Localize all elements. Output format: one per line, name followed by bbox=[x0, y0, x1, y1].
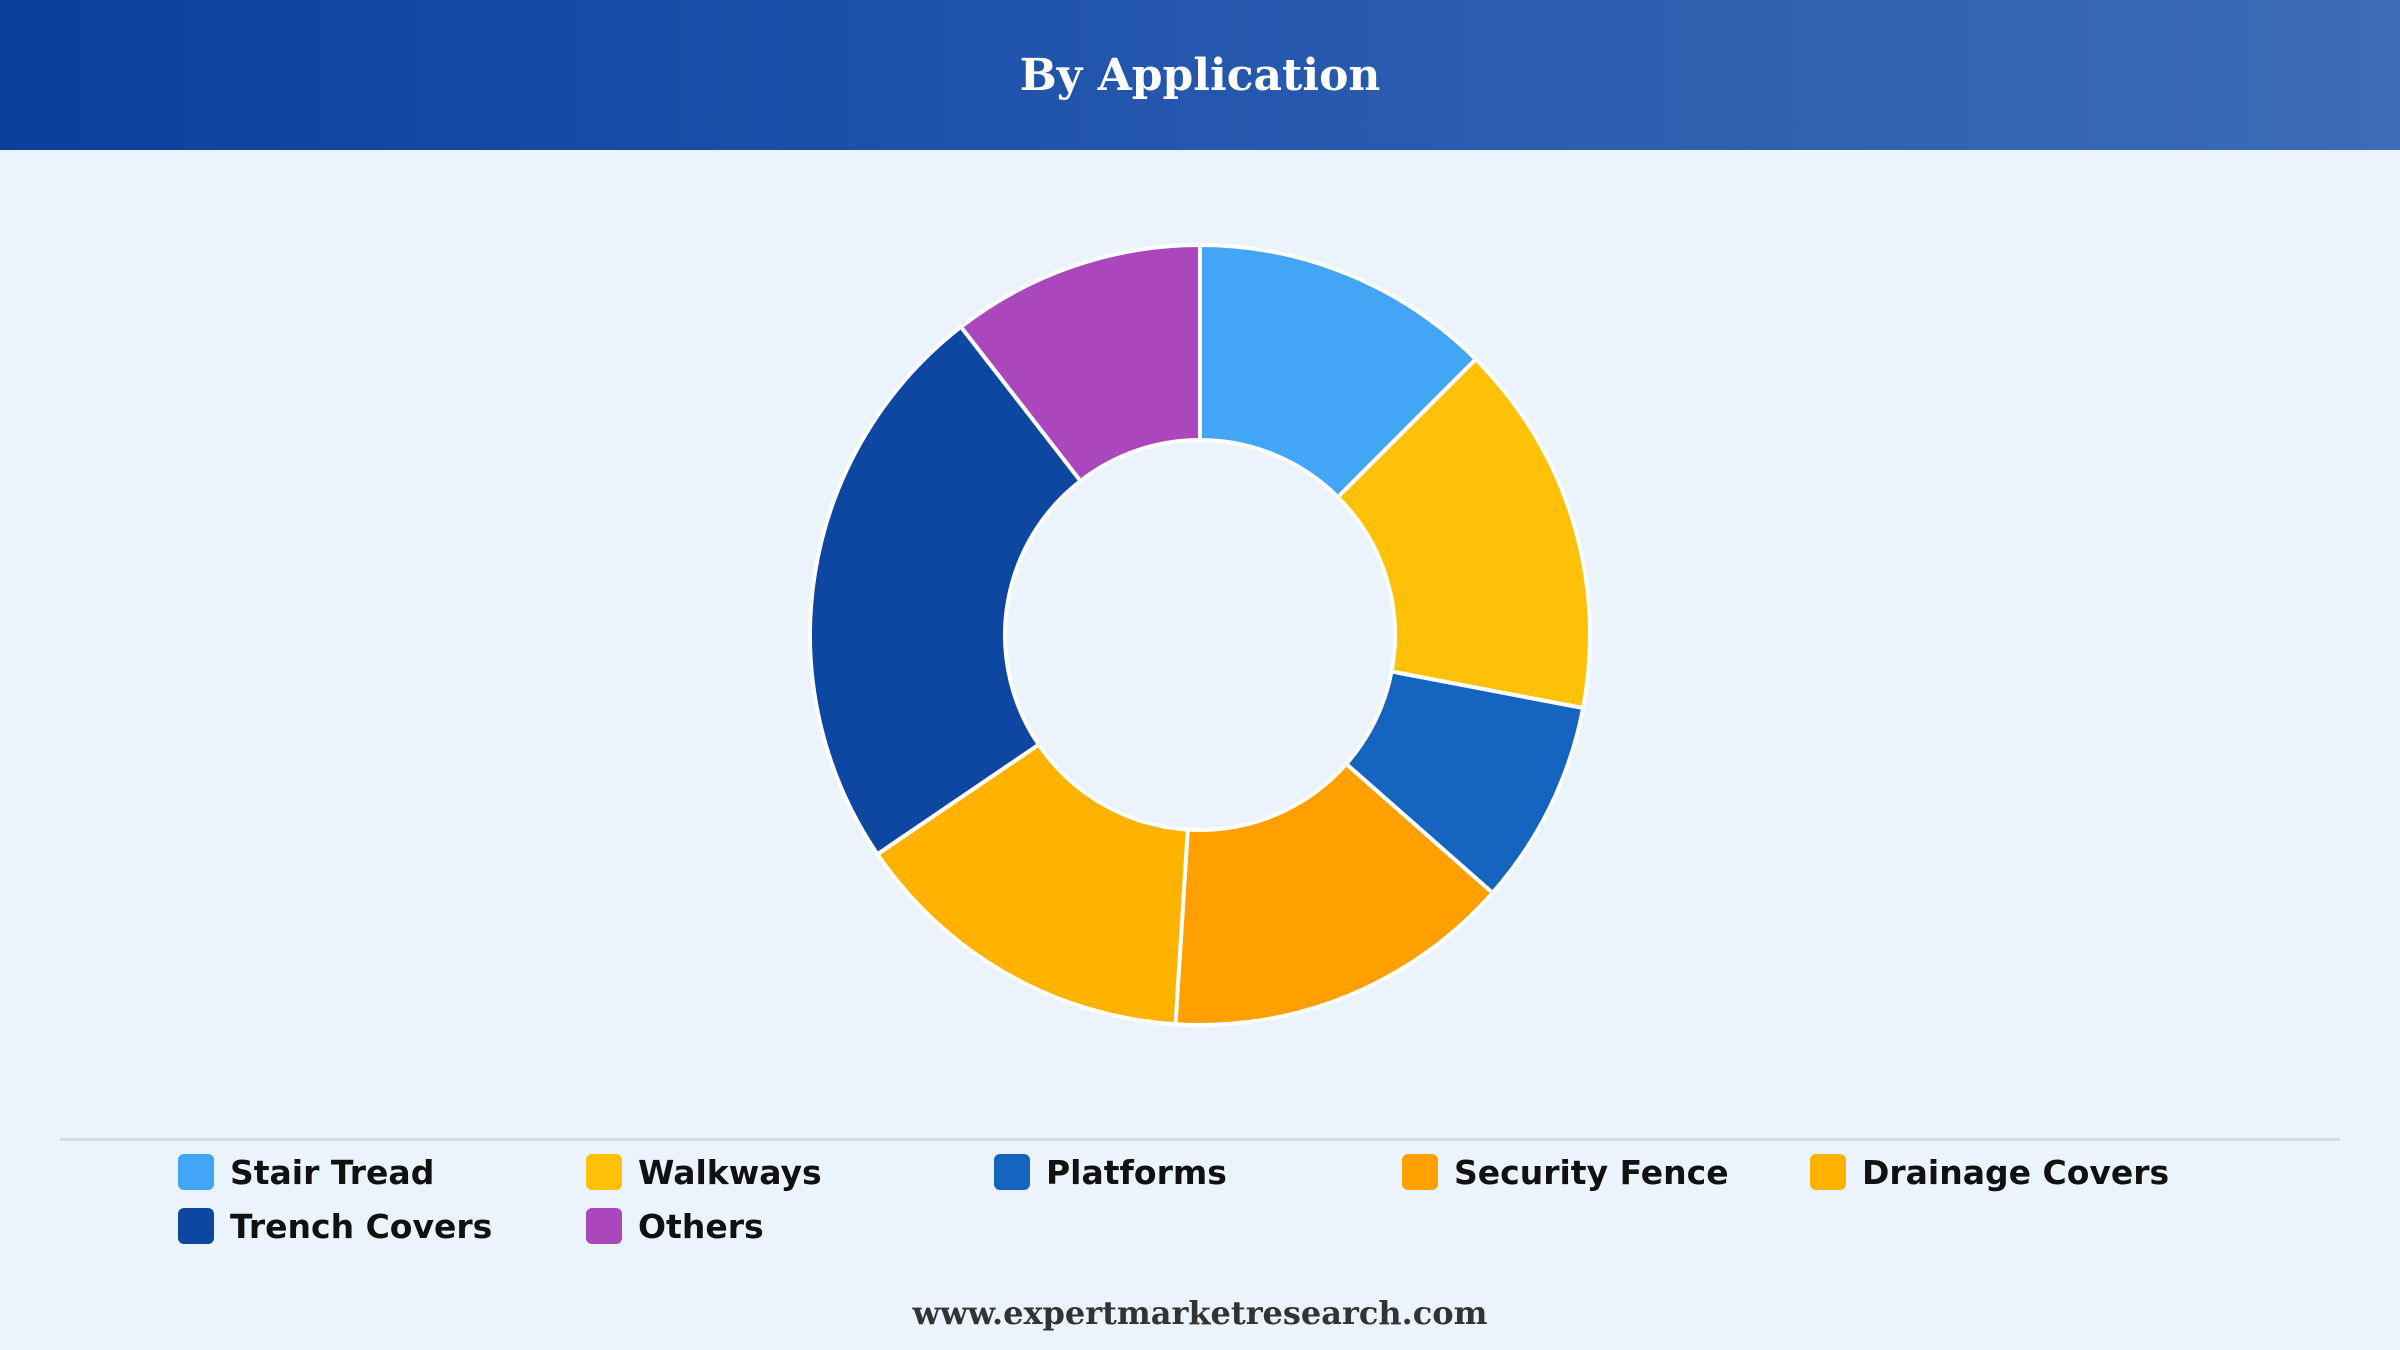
slice-trench-covers bbox=[808, 324, 1083, 857]
legend-label-security-fence: Security Fence bbox=[1454, 1152, 1729, 1192]
chart-title: By Application bbox=[1019, 49, 1381, 101]
slice-others bbox=[958, 243, 1202, 483]
header-banner: By Application bbox=[0, 0, 2400, 150]
legend-label-platforms: Platforms bbox=[1046, 1152, 1227, 1192]
legend-swatch-trench-covers bbox=[178, 1208, 214, 1244]
donut-chart bbox=[808, 243, 1592, 1027]
legend-swatch-drainage-covers bbox=[1810, 1154, 1846, 1190]
legend-divider bbox=[60, 1138, 2340, 1141]
chart-area bbox=[0, 150, 2400, 1140]
legend-label-stair-tread: Stair Tread bbox=[230, 1152, 435, 1192]
chart-legend: Stair Tread Walkways Platforms Security Fen… bbox=[178, 1152, 2278, 1246]
slice-walkways bbox=[1335, 357, 1592, 711]
legend-swatch-walkways bbox=[586, 1154, 622, 1190]
legend-item-trench-covers: Trench Covers bbox=[178, 1206, 586, 1246]
source-url: www.expertmarketresearch.com bbox=[912, 1294, 1488, 1332]
legend-swatch-stair-tread bbox=[178, 1154, 214, 1190]
legend-swatch-platforms bbox=[994, 1154, 1030, 1190]
legend-swatch-others bbox=[586, 1208, 622, 1244]
slice-stair-tread bbox=[1198, 243, 1478, 500]
legend-item-drainage-covers: Drainage Covers bbox=[1810, 1152, 2218, 1192]
legend-item-security-fence: Security Fence bbox=[1402, 1152, 1810, 1192]
legend-swatch-security-fence bbox=[1402, 1154, 1438, 1190]
legend-label-walkways: Walkways bbox=[638, 1152, 822, 1192]
slice-drainage-covers bbox=[875, 742, 1190, 1027]
legend-item-others: Others bbox=[586, 1206, 994, 1246]
legend-label-drainage-covers: Drainage Covers bbox=[1862, 1152, 2170, 1192]
legend-item-platforms: Platforms bbox=[994, 1152, 1402, 1192]
legend-item-walkways: Walkways bbox=[586, 1152, 994, 1192]
slice-security-fence bbox=[1173, 761, 1495, 1027]
legend-label-others: Others bbox=[638, 1206, 764, 1246]
legend-label-trench-covers: Trench Covers bbox=[230, 1206, 493, 1246]
legend-item-stair-tread: Stair Tread bbox=[178, 1152, 586, 1192]
